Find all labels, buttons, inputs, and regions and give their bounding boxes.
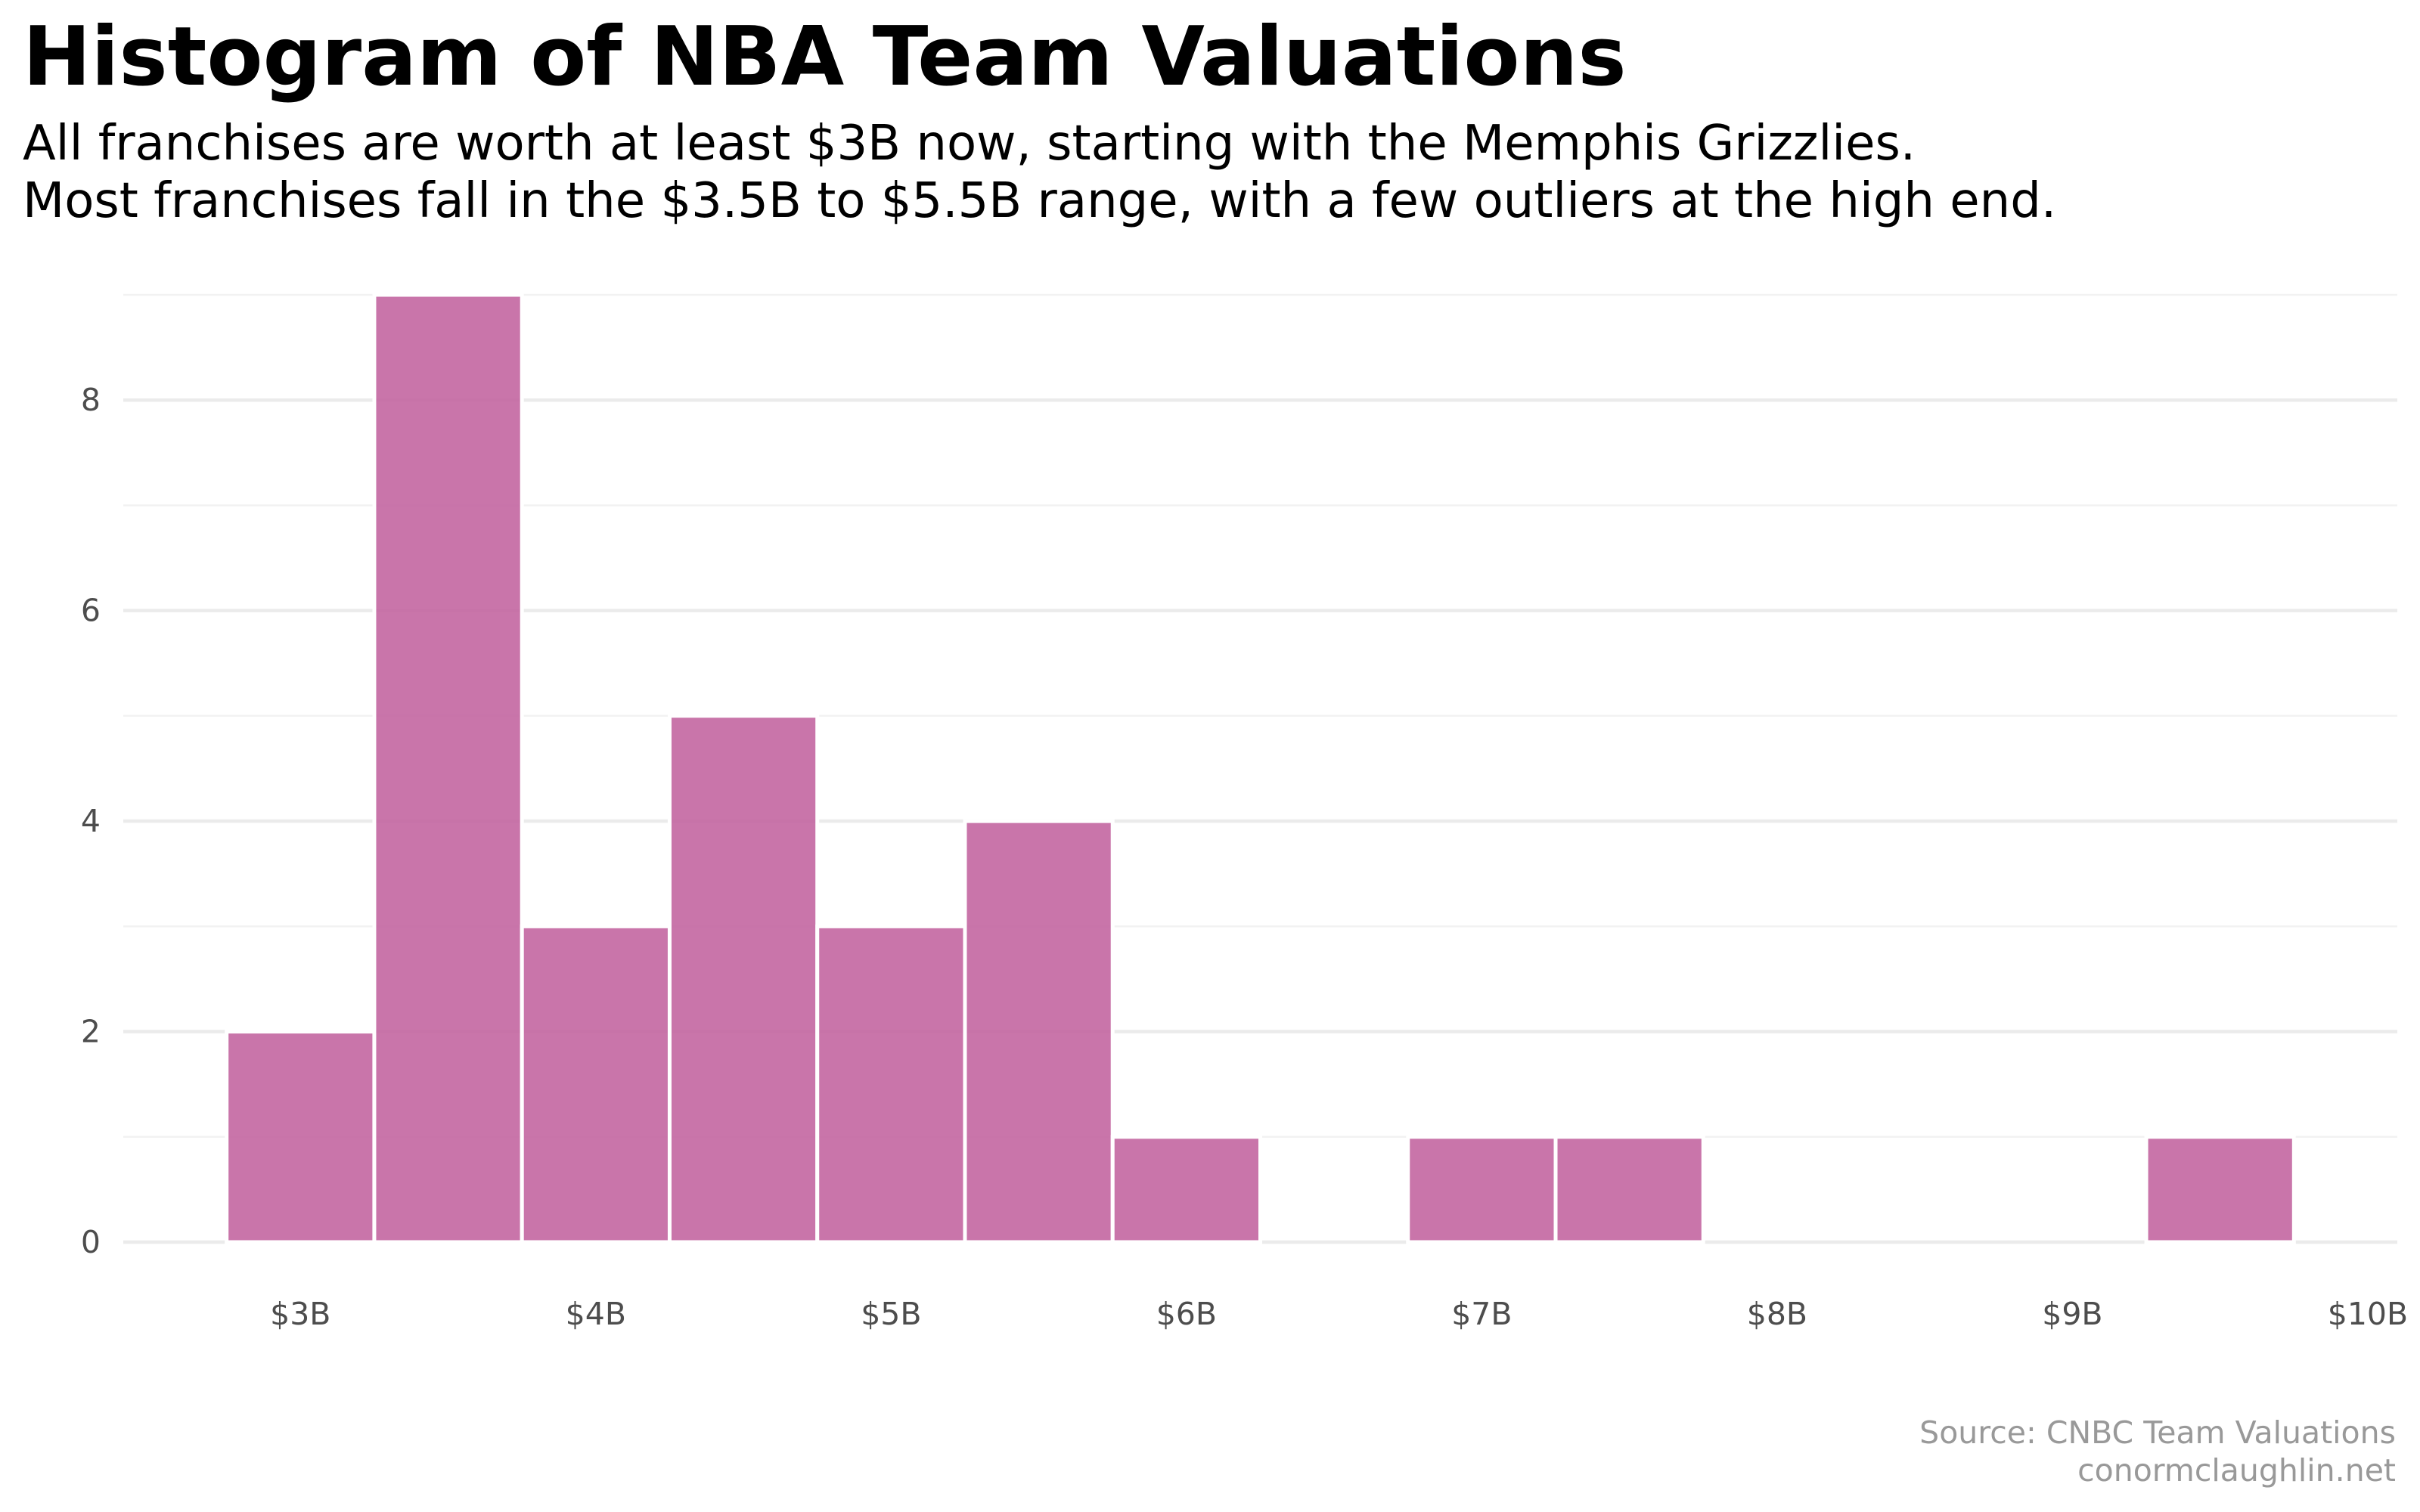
subtitle-line-2: Most franchises fall in the $3.5B to $5.… xyxy=(23,173,2057,229)
histogram-bar xyxy=(963,819,1115,1244)
caption-site: conormclaughlin.net xyxy=(2077,1452,2396,1489)
caption-source: Source: CNBC Team Valuations xyxy=(1919,1414,2396,1451)
y-tick-label: 2 xyxy=(81,1014,101,1050)
chart-subtitle: All franchises are worth at least $3B no… xyxy=(23,115,2056,230)
x-axis-tick-labels: $3B $4B $5B $6B $7B $8B $9B $10B xyxy=(270,1296,2408,1332)
histogram-bar xyxy=(520,924,672,1244)
histogram-bar xyxy=(225,1030,377,1244)
x-tick-label: $3B xyxy=(270,1296,330,1332)
histogram-chart: 0 2 4 6 8 $3B $4B $5B $6B $7B $8B $9B $10B xyxy=(81,293,2408,1332)
histogram-bars xyxy=(225,293,2296,1244)
chart-title: Histogram of NBA Team Valuations xyxy=(23,10,1627,104)
y-tick-label: 4 xyxy=(81,803,101,839)
x-tick-label: $6B xyxy=(1156,1296,1217,1332)
x-tick-label: $9B xyxy=(2042,1296,2102,1332)
histogram-bar xyxy=(372,293,524,1244)
y-axis-tick-labels: 0 2 4 6 8 xyxy=(81,382,101,1260)
x-tick-label: $4B xyxy=(566,1296,626,1332)
y-tick-label: 6 xyxy=(81,593,101,629)
x-tick-label: $8B xyxy=(1747,1296,1807,1332)
histogram-bar xyxy=(815,924,967,1244)
x-tick-label: $7B xyxy=(1451,1296,1512,1332)
histogram-bar xyxy=(2144,1135,2296,1244)
y-tick-label: 8 xyxy=(81,382,101,418)
histogram-bar xyxy=(1110,1135,1262,1244)
histogram-bar xyxy=(667,714,820,1244)
subtitle-line-1: All franchises are worth at least $3B no… xyxy=(23,116,1916,172)
x-tick-label: $10B xyxy=(2328,1296,2408,1332)
histogram-bar xyxy=(1553,1135,1705,1244)
y-tick-label: 0 xyxy=(81,1224,101,1260)
chart-caption: Source: CNBC Team Valuations conormclaug… xyxy=(1919,1414,2396,1489)
x-tick-label: $5B xyxy=(861,1296,921,1332)
histogram-bar xyxy=(1406,1135,1558,1244)
